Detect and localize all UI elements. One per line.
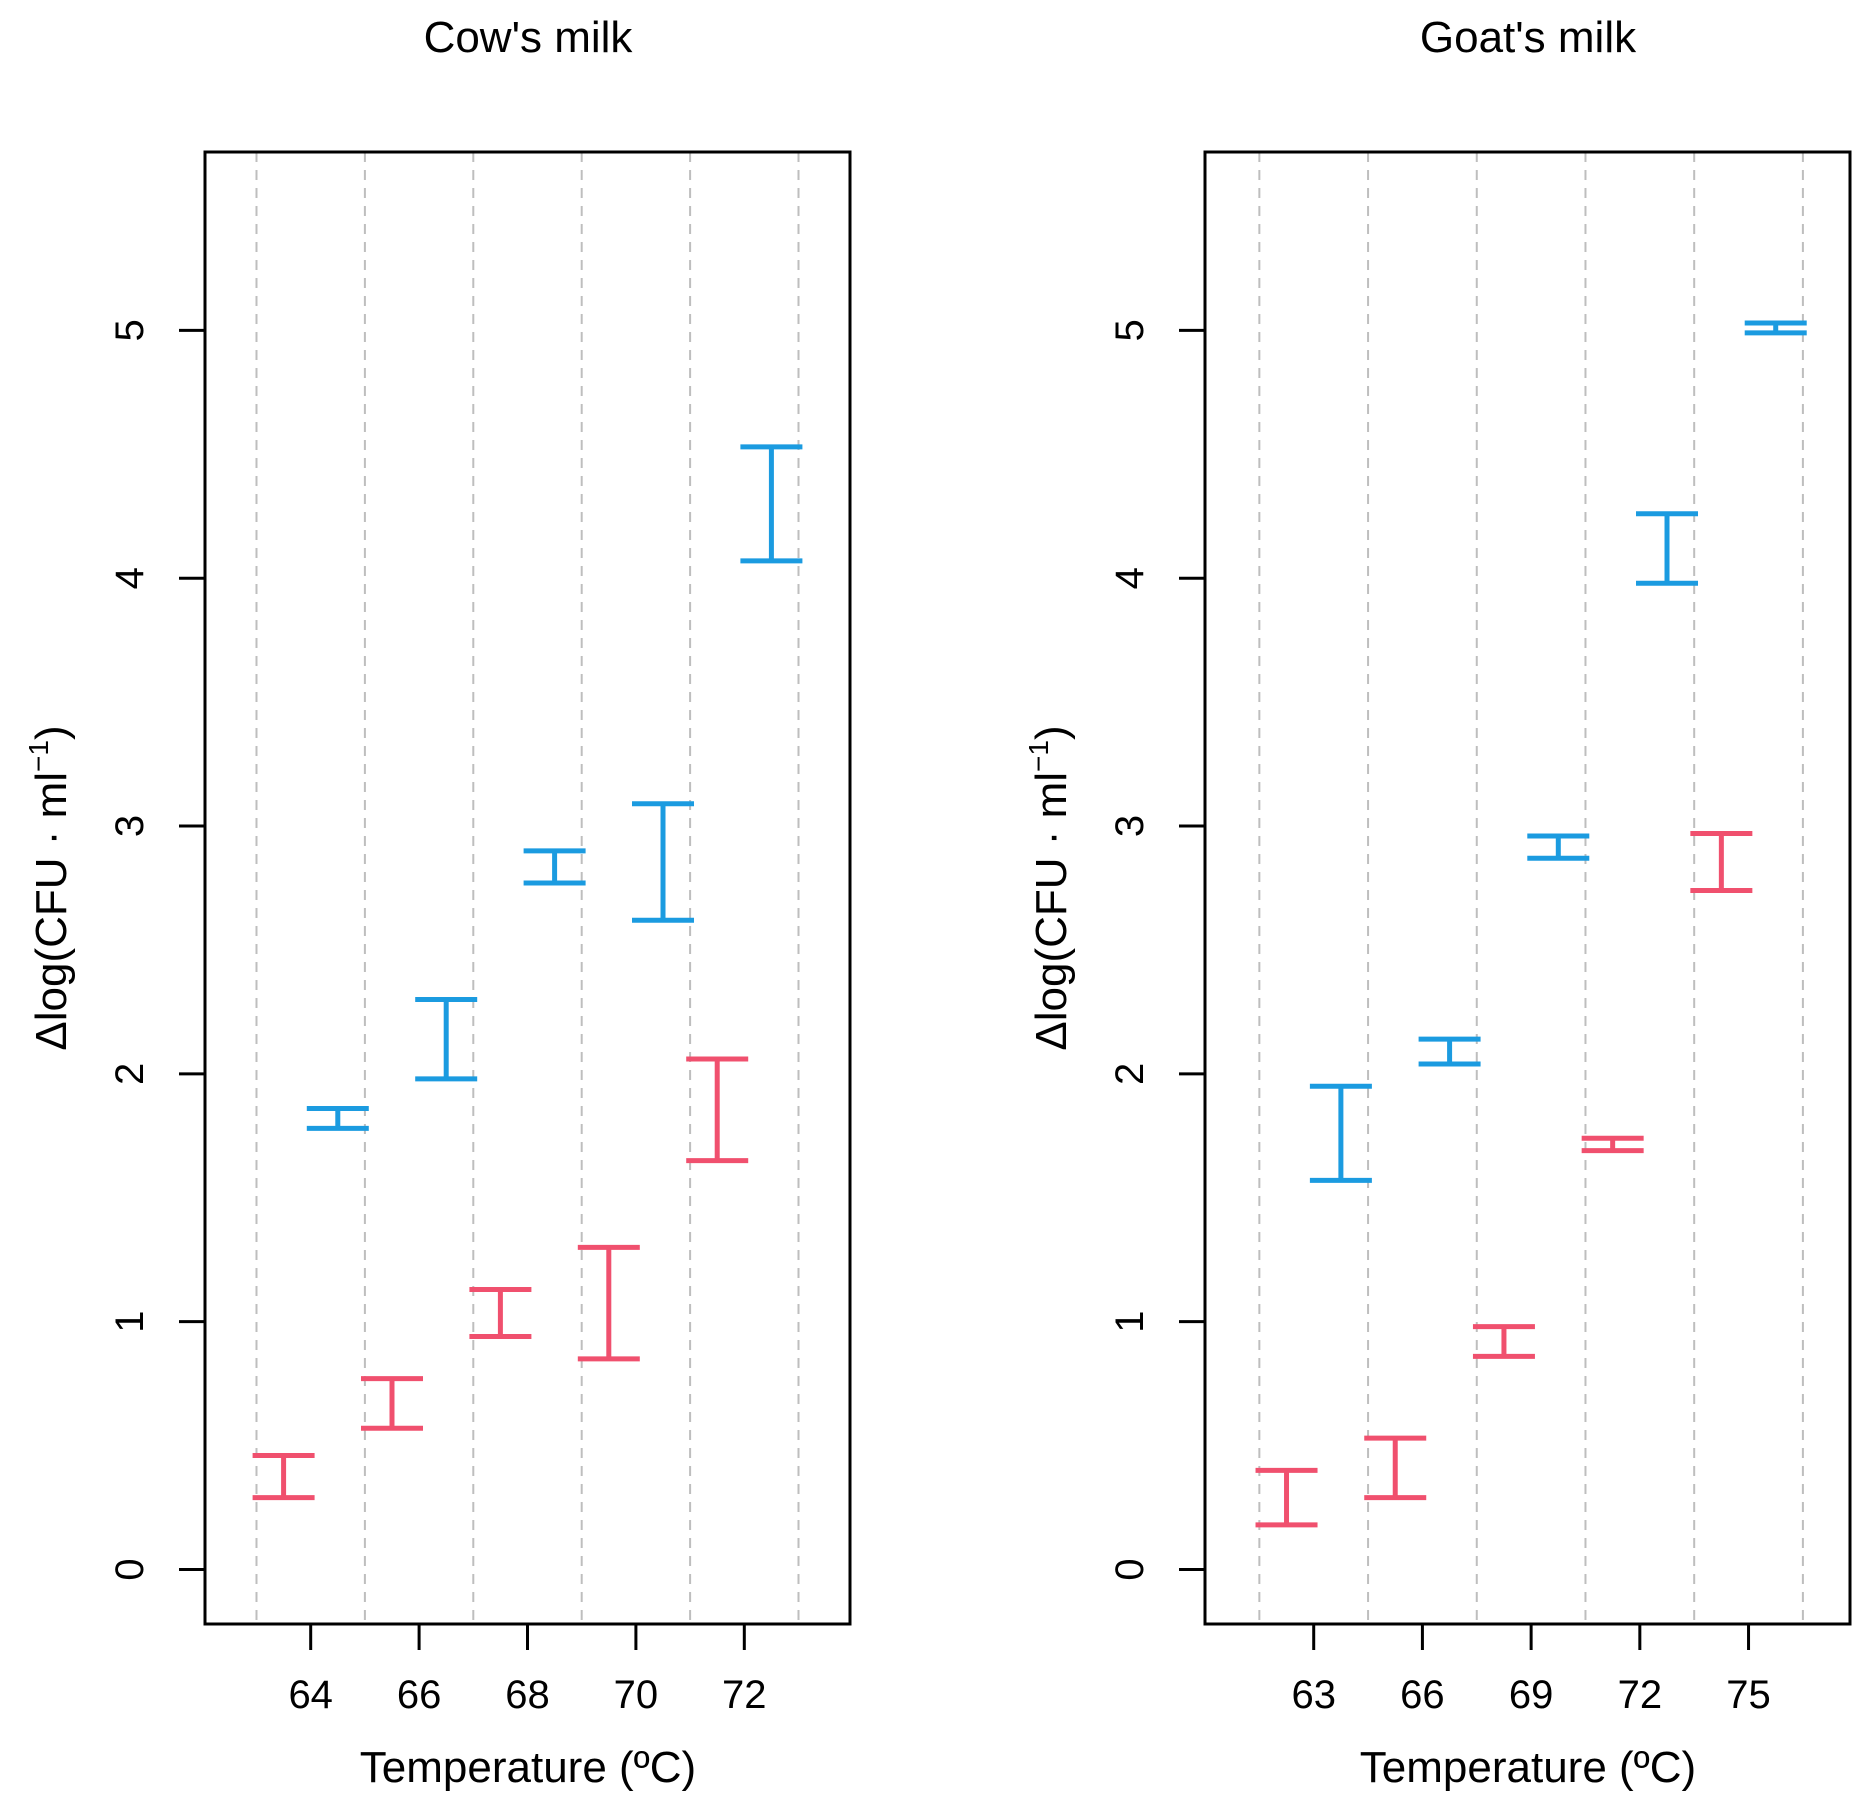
error-bar <box>686 1056 749 1164</box>
y-axis: 0 1 2 3 4 5 <box>1108 319 1205 1581</box>
y-axis-label: Δlog(CFU · ml−1) <box>23 725 76 1050</box>
y-tick-label: 4 <box>1108 567 1152 589</box>
error-bar <box>306 1106 369 1131</box>
y-tick-label: 1 <box>108 1311 152 1333</box>
y-tick-label: 2 <box>108 1063 152 1085</box>
x-tick-label: 63 <box>1291 1673 1336 1717</box>
y-axis-label: Δlog(CFU · ml−1) <box>1023 725 1076 1050</box>
plot-frame <box>1203 150 1852 1626</box>
grid-lines <box>255 152 800 1624</box>
y-tick-label: 3 <box>108 815 152 837</box>
x-axis-label: Temperature (ºC) <box>1360 1743 1696 1792</box>
error-bar <box>1527 833 1590 861</box>
x-tick-label: 72 <box>1618 1673 1663 1717</box>
x-axis: 63 66 69 72 75 <box>1291 1624 1771 1717</box>
y-tick-label: 0 <box>108 1558 152 1580</box>
x-tick-label: 70 <box>614 1673 659 1717</box>
y-tick-label: 4 <box>108 567 152 589</box>
y-tick-label: 2 <box>1108 1063 1152 1085</box>
y-axis: 0 1 2 3 4 5 <box>108 319 205 1581</box>
error-bar <box>523 848 586 886</box>
error-bars <box>252 444 803 1501</box>
error-bar <box>1309 1083 1372 1183</box>
x-tick-label: 75 <box>1726 1673 1771 1717</box>
panel-cows-milk: Cow's milk 64 66 68 70 72 0 1 2 3 4 5 Temperature… <box>23 13 852 1792</box>
error-bar <box>415 997 478 1082</box>
error-bar <box>1581 1135 1644 1154</box>
error-bar <box>632 801 695 923</box>
x-axis-label: Temperature (ºC) <box>360 1743 696 1792</box>
error-bar <box>740 444 803 564</box>
error-bar <box>1364 1435 1427 1501</box>
y-tick-label: 5 <box>108 319 152 341</box>
x-tick-label: 64 <box>288 1673 333 1717</box>
x-axis: 64 66 68 70 72 <box>288 1624 767 1717</box>
error-bar <box>1744 320 1807 336</box>
error-bar <box>1690 830 1753 893</box>
y-tick-label: 5 <box>1108 319 1152 341</box>
error-bar <box>469 1286 532 1340</box>
error-bar <box>1636 511 1699 586</box>
error-bar <box>252 1452 315 1501</box>
x-tick-label: 66 <box>1400 1673 1445 1717</box>
error-bar <box>1255 1467 1318 1528</box>
error-bar <box>1418 1036 1481 1067</box>
panel-title: Cow's milk <box>424 13 634 62</box>
error-bar <box>360 1376 423 1431</box>
panel-goats-milk: Goat's milk 63 66 69 72 75 0 1 2 3 4 5 Temperatur… <box>1023 13 1852 1792</box>
panel-title: Goat's milk <box>1420 13 1637 62</box>
error-bar <box>1472 1324 1535 1359</box>
x-tick-label: 69 <box>1509 1673 1554 1717</box>
error-bars <box>1255 320 1807 1528</box>
x-tick-label: 72 <box>722 1673 767 1717</box>
y-tick-label: 3 <box>1108 815 1152 837</box>
y-tick-label: 0 <box>1108 1558 1152 1580</box>
grid-lines <box>1258 152 1804 1624</box>
y-tick-label: 1 <box>1108 1311 1152 1333</box>
x-tick-label: 66 <box>397 1673 442 1717</box>
error-bar <box>577 1244 640 1362</box>
x-tick-label: 68 <box>505 1673 550 1717</box>
plot-frame <box>203 150 852 1626</box>
